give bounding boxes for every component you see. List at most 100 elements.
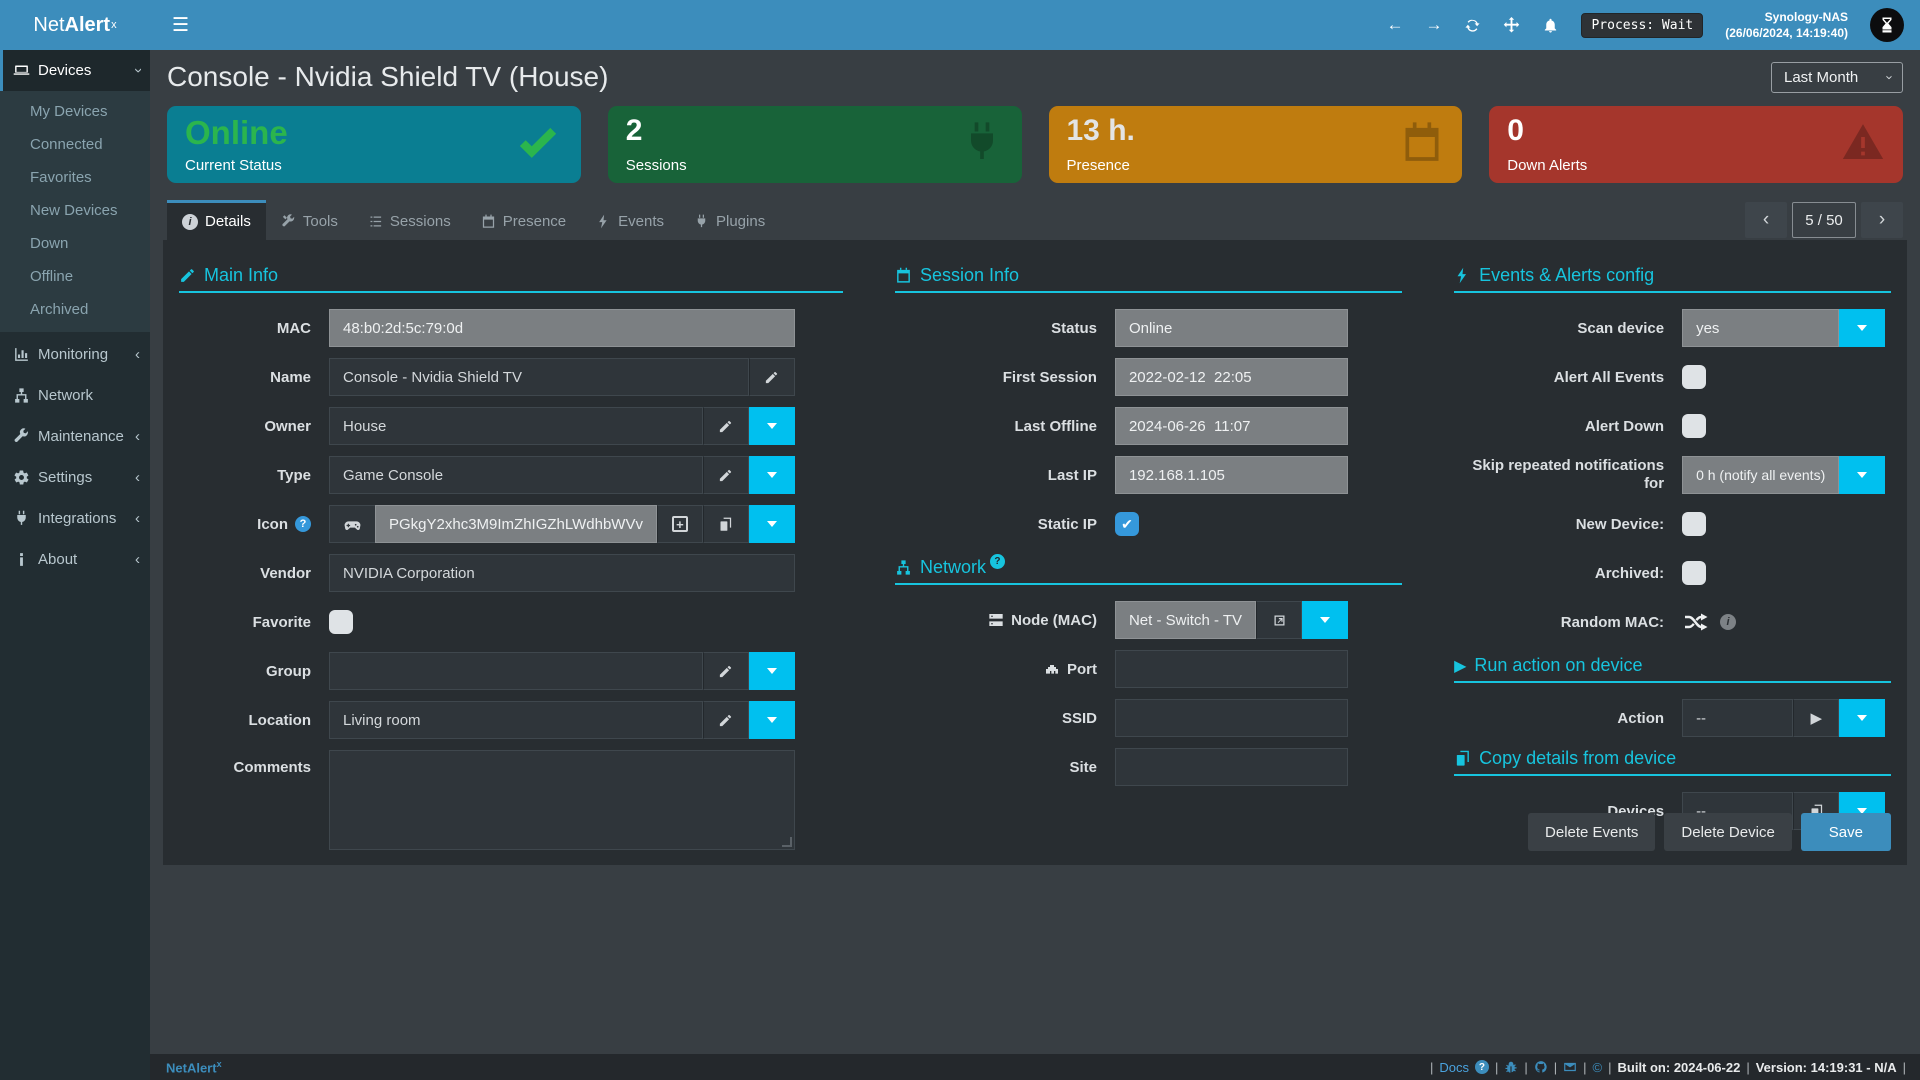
sidebar-item-favorites[interactable]: Favorites xyxy=(30,169,92,186)
card-sessions[interactable]: 2 Sessions xyxy=(607,106,1022,183)
location-input[interactable]: Living room xyxy=(329,701,703,739)
run-action-button[interactable]: ▶ xyxy=(1793,699,1840,737)
alert-down-checkbox[interactable] xyxy=(1682,414,1707,438)
sidebar-item-my-devices[interactable]: My Devices xyxy=(30,103,108,120)
edit-name-button[interactable] xyxy=(748,358,795,396)
copy-icon-button[interactable] xyxy=(702,505,749,543)
notifications-bell-icon[interactable] xyxy=(1542,17,1559,34)
delete-events-button[interactable]: Delete Events xyxy=(1528,813,1656,851)
scan-device-select[interactable]: yes xyxy=(1682,309,1840,347)
github-icon[interactable] xyxy=(1534,1060,1548,1074)
type-dropdown-button[interactable] xyxy=(748,456,795,494)
refresh-icon[interactable] xyxy=(1464,17,1481,34)
favorite-checkbox[interactable] xyxy=(329,610,353,634)
last-ip-input[interactable]: 192.168.1.105 xyxy=(1114,456,1349,494)
sidebar-item-maintenance[interactable]: Maintenance ‹ xyxy=(0,416,150,457)
bug-report-icon[interactable] xyxy=(1504,1060,1518,1074)
app-logo[interactable]: Net Alert x xyxy=(0,0,150,50)
ssid-input[interactable] xyxy=(1114,699,1349,737)
tab-tools[interactable]: Tools xyxy=(266,200,353,240)
host-name: Synology-NAS xyxy=(1764,9,1848,24)
sidebar-item-devices[interactable]: Devices ‹ xyxy=(0,50,150,91)
field-label: Last IP xyxy=(1047,466,1097,484)
icon-base64-input[interactable]: PGkgY2xhc3M9ImZhIGZhLWdhbWVv xyxy=(375,505,657,543)
add-icon-button[interactable]: + xyxy=(656,505,703,543)
owner-input[interactable]: House xyxy=(329,407,703,445)
field-label: Static IP xyxy=(1037,515,1097,533)
user-avatar[interactable] xyxy=(1870,8,1904,42)
node-dropdown-button[interactable] xyxy=(1302,601,1349,639)
pager-next-button[interactable]: › xyxy=(1861,202,1903,238)
node-mac-input[interactable]: Net - Switch - TV xyxy=(1114,601,1257,639)
help-question-icon[interactable]: ? xyxy=(989,554,1005,569)
sidebar-item-new-devices[interactable]: New Devices xyxy=(30,202,118,219)
open-node-button[interactable] xyxy=(1256,601,1303,639)
nav-forward-icon[interactable]: → xyxy=(1425,15,1443,34)
delete-device-button[interactable]: Delete Device xyxy=(1664,813,1792,851)
last-offline-input[interactable]: 2024-06-26 11:07 xyxy=(1114,407,1349,445)
type-input[interactable]: Game Console xyxy=(329,456,703,494)
owner-dropdown-button[interactable] xyxy=(748,407,795,445)
footer-brand[interactable]: NetAlertx xyxy=(166,1059,222,1075)
sidebar-item-monitoring[interactable]: Monitoring ‹ xyxy=(0,334,150,375)
tab-plugins[interactable]: Plugins xyxy=(679,200,780,240)
action-dropdown-button[interactable] xyxy=(1839,699,1886,737)
info-tooltip-icon[interactable]: i xyxy=(1720,614,1737,630)
sidebar-item-offline[interactable]: Offline xyxy=(30,268,74,285)
tab-events[interactable]: Events xyxy=(581,200,679,240)
tab-details[interactable]: i Details xyxy=(167,200,266,240)
card-presence[interactable]: 13 h. Presence xyxy=(1048,106,1463,183)
first-session-input[interactable]: 2022-02-12 22:05 xyxy=(1114,358,1349,396)
sidebar-item-network[interactable]: Network xyxy=(0,375,150,416)
sidebar-item-about[interactable]: About ‹ xyxy=(0,539,150,580)
scan-device-dropdown-button[interactable] xyxy=(1839,309,1886,347)
field-site: Site xyxy=(895,748,1402,786)
alert-all-events-checkbox[interactable] xyxy=(1682,365,1707,389)
edit-group-button[interactable] xyxy=(702,652,749,690)
tab-sessions[interactable]: Sessions xyxy=(353,200,466,240)
edit-owner-button[interactable] xyxy=(702,407,749,445)
card-current-status[interactable]: Online Current Status xyxy=(167,106,581,183)
sidebar-item-integrations[interactable]: Integrations ‹ xyxy=(0,498,150,539)
vendor-input[interactable]: NVIDIA Corporation xyxy=(329,554,795,592)
comments-textarea[interactable] xyxy=(329,750,795,850)
field-label: Owner xyxy=(264,417,311,435)
mac-input[interactable]: 48:b0:2d:5c:79:0d xyxy=(329,309,795,347)
fullscreen-move-icon[interactable] xyxy=(1503,16,1520,34)
sidebar-item-settings[interactable]: Settings ‹ xyxy=(0,457,150,498)
action-select[interactable]: -- xyxy=(1682,699,1794,737)
hamburger-icon[interactable]: ☰ xyxy=(172,14,190,36)
help-question-icon[interactable]: ? xyxy=(295,516,311,532)
card-down-alerts[interactable]: 0 Down Alerts xyxy=(1489,106,1903,183)
port-input[interactable] xyxy=(1114,650,1349,688)
nav-back-icon[interactable]: ← xyxy=(1386,15,1404,34)
static-ip-checkbox[interactable]: ✔ xyxy=(1114,512,1139,536)
name-input[interactable]: Console - Nvidia Shield TV xyxy=(329,358,749,396)
skip-notifications-select[interactable]: 0 h (notify all events) xyxy=(1682,456,1840,494)
copyright-icon[interactable]: © xyxy=(1592,1059,1603,1075)
separator: | xyxy=(1902,1059,1906,1075)
pager-prev-button[interactable]: ‹ xyxy=(1745,202,1787,238)
site-input[interactable] xyxy=(1114,748,1349,786)
docs-link[interactable]: Docs xyxy=(1439,1059,1469,1075)
events-alerts-column: Events & Alerts config Scan device yes A… xyxy=(1454,265,1892,861)
location-dropdown-button[interactable] xyxy=(748,701,795,739)
tab-presence[interactable]: Presence xyxy=(466,200,581,240)
new-device-checkbox[interactable] xyxy=(1682,512,1707,536)
period-selector[interactable]: Last Month ‹ xyxy=(1771,61,1903,93)
skip-notifications-dropdown-button[interactable] xyxy=(1839,456,1886,494)
icon-dropdown-button[interactable] xyxy=(748,505,795,543)
group-input[interactable] xyxy=(329,652,703,690)
edit-location-button[interactable] xyxy=(702,701,749,739)
email-icon[interactable] xyxy=(1563,1060,1577,1074)
help-question-icon[interactable]: ? xyxy=(1474,1060,1489,1074)
group-dropdown-button[interactable] xyxy=(748,652,795,690)
archived-checkbox[interactable] xyxy=(1682,561,1707,585)
sidebar-item-connected[interactable]: Connected xyxy=(30,136,103,153)
process-status-badge[interactable]: Process: Wait xyxy=(1581,12,1704,38)
sidebar-item-archived[interactable]: Archived xyxy=(30,301,89,318)
edit-type-button[interactable] xyxy=(702,456,749,494)
save-button[interactable]: Save xyxy=(1800,813,1891,851)
sidebar-item-down[interactable]: Down xyxy=(30,235,69,252)
status-input[interactable]: Online xyxy=(1114,309,1349,347)
